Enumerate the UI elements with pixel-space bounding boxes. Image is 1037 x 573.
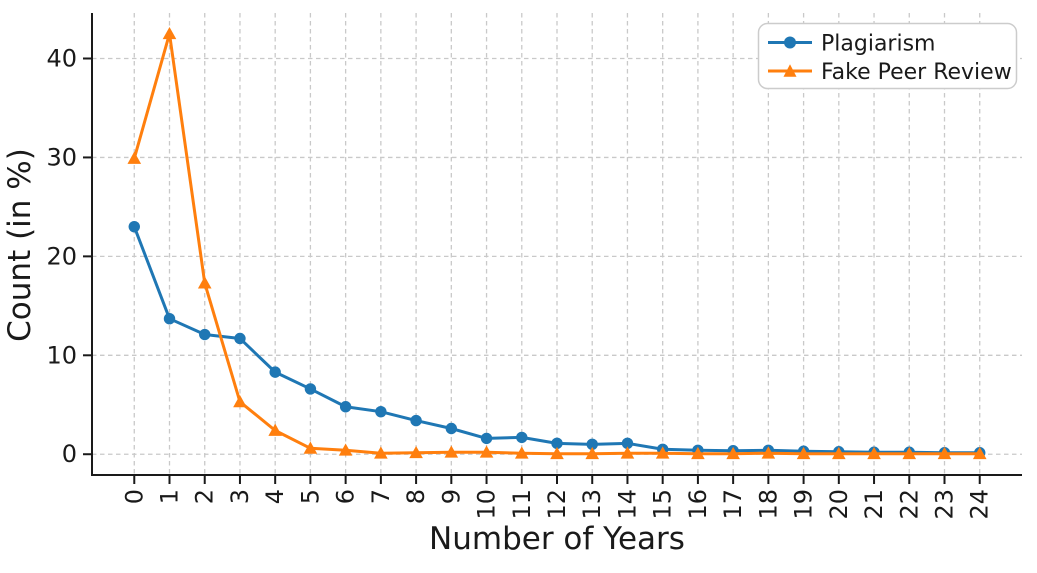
x-tick-label: 6 [332, 489, 360, 504]
data-point-triangle [268, 423, 282, 436]
x-tick-label: 24 [966, 489, 994, 520]
data-point-circle [304, 383, 317, 395]
axis-spines [91, 13, 1022, 476]
x-tick-label: 4 [261, 489, 289, 504]
y-tick-label: 0 [62, 440, 77, 468]
x-tick-label: 8 [402, 489, 430, 504]
data-point-circle [516, 431, 528, 444]
data-point-circle [269, 366, 281, 378]
legend-item-fake-peer-review: Fake Peer Review [768, 60, 1012, 85]
data-point-triangle [409, 445, 423, 459]
data-point-triangle [197, 276, 212, 289]
x-tick-label: 21 [860, 489, 888, 520]
data-point-triangle [162, 26, 177, 40]
y-tick-label: 40 [46, 45, 77, 73]
x-tick-label: 2 [191, 489, 219, 504]
legend-label: Plagiarism [821, 32, 935, 57]
data-point-circle [375, 405, 387, 418]
x-axis-label: Number of Years [429, 521, 685, 557]
data-point-circle [410, 414, 422, 427]
x-tick-label: 17 [719, 489, 747, 520]
data-point-triangle [937, 446, 952, 460]
x-tick-label: 7 [367, 489, 395, 504]
data-point-triangle [585, 446, 600, 460]
data-point-triangle [620, 446, 635, 459]
data-point-triangle [796, 446, 811, 460]
data-point-circle [551, 437, 563, 450]
data-point-triangle [972, 446, 987, 460]
x-tick-label: 20 [825, 489, 853, 520]
data-point-circle [128, 220, 140, 233]
x-tick-label: 0 [120, 489, 148, 504]
legend: Plagiarism Fake Peer Review [757, 22, 1018, 90]
data-point-circle [234, 332, 246, 345]
x-tick-label: 12 [543, 489, 571, 520]
data-point-triangle [691, 446, 705, 460]
data-point-triangle [761, 446, 776, 459]
data-point-triangle [867, 446, 881, 460]
y-tick-label: 30 [46, 143, 77, 171]
data-point-circle [445, 422, 458, 435]
data-point-triangle [303, 441, 318, 454]
x-tick-label: 14 [613, 489, 641, 520]
data-point-triangle [902, 446, 917, 460]
data-point-circle [621, 437, 634, 450]
data-point-triangle [655, 446, 670, 459]
data-point-triangle [338, 443, 353, 456]
x-tick-label: 19 [790, 489, 818, 520]
data-point-circle [586, 438, 598, 451]
x-tick-label: 15 [649, 489, 677, 520]
data-point-circle [199, 328, 211, 341]
legend-box [757, 22, 1018, 90]
legend-triangle-marker-icon [783, 64, 797, 77]
legend-item-plagiarism: Plagiarism [768, 32, 935, 57]
data-point-circle [480, 432, 493, 445]
x-tick-label: 9 [437, 489, 465, 504]
y-axis-label: Count (in %) [2, 148, 38, 342]
legend-circle-marker-icon [784, 36, 796, 49]
data-point-triangle [233, 394, 247, 408]
data-point-circle [339, 401, 352, 413]
y-tick-label: 10 [46, 341, 77, 369]
x-tick-label: 10 [473, 489, 501, 520]
x-tick-label: 3 [226, 489, 254, 504]
x-tick-label: 11 [508, 489, 536, 520]
series-layer [127, 26, 987, 460]
data-point-triangle [127, 151, 142, 164]
data-point-triangle [550, 446, 564, 460]
x-tick-label: 1 [156, 489, 184, 504]
x-tick-label: 18 [754, 489, 782, 520]
x-tick-label: 16 [684, 489, 712, 520]
x-tick-label: 23 [931, 489, 959, 520]
data-point-triangle [726, 446, 740, 460]
data-point-triangle [832, 446, 846, 460]
series-fake-peer-review [127, 26, 987, 460]
x-tick-label: 5 [296, 489, 324, 504]
x-tick-label: 13 [578, 489, 606, 520]
y-tick-label: 20 [46, 242, 77, 270]
data-point-triangle [374, 446, 388, 459]
data-point-triangle [514, 446, 529, 459]
data-point-triangle [479, 445, 494, 458]
legend-label: Fake Peer Review [821, 60, 1012, 85]
data-point-triangle [444, 445, 459, 458]
x-tick-label: 22 [895, 489, 923, 520]
data-point-circle [163, 312, 176, 325]
